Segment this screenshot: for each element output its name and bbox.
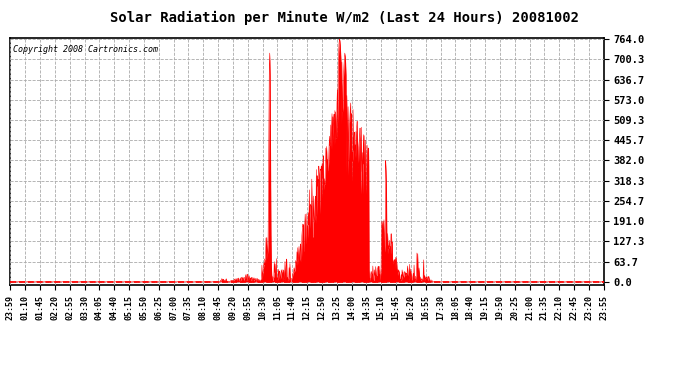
Text: Solar Radiation per Minute W/m2 (Last 24 Hours) 20081002: Solar Radiation per Minute W/m2 (Last 24… <box>110 11 580 26</box>
Text: Copyright 2008 Cartronics.com: Copyright 2008 Cartronics.com <box>13 45 158 54</box>
